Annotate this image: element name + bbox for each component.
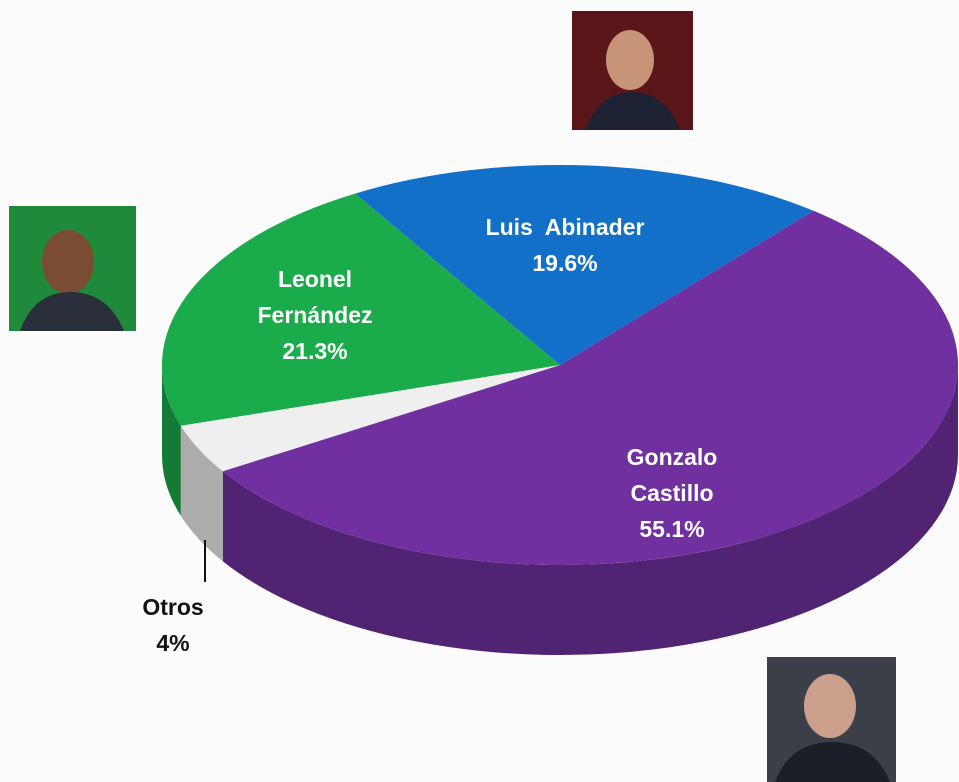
category-label: Luis Abinader (485, 214, 645, 240)
photo-face (42, 230, 94, 294)
photo-body (585, 92, 680, 130)
slice-side (222, 365, 958, 655)
slice (162, 193, 560, 426)
photos (9, 11, 896, 782)
photo-body (775, 742, 890, 782)
photo-body (20, 292, 124, 331)
photo-face (606, 30, 654, 90)
data-label: Gonzalo Castillo 55.1% (592, 439, 752, 547)
slice (222, 210, 958, 565)
data-label: Leonel Fernández 21.3% (230, 261, 400, 369)
slice-side (180, 425, 223, 562)
photo-face (804, 674, 856, 738)
data-label: Luis Abinader 19.6% (445, 209, 685, 281)
value-label: 21.3% (282, 338, 348, 364)
data-label: Otros 4% (113, 589, 233, 661)
slice-side (162, 365, 181, 516)
category-label: Leonel Fernández (257, 266, 373, 328)
slice (180, 365, 560, 472)
category-label: Otros (142, 594, 204, 620)
value-label: 55.1% (639, 516, 705, 542)
value-label: 19.6% (532, 250, 598, 276)
category-label: Gonzalo Castillo (626, 444, 724, 506)
value-label: 4% (156, 630, 190, 656)
slice (355, 164, 814, 365)
